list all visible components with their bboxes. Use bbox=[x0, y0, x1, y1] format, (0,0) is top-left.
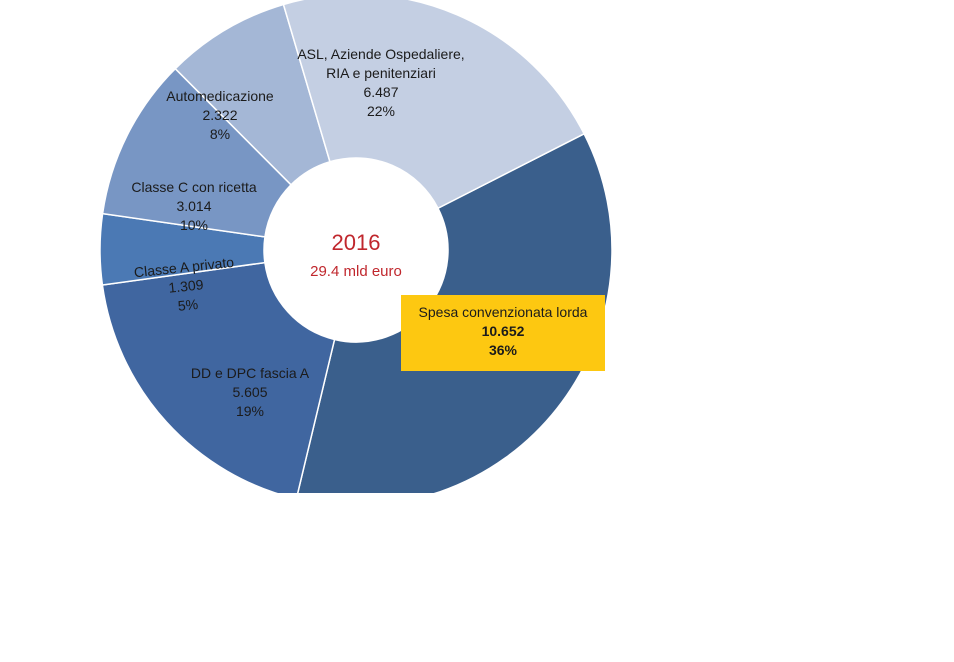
slice-percent: 10% bbox=[179, 217, 209, 233]
slice-value: 6.487 bbox=[363, 84, 399, 100]
slice-name: Spesa convenzionata lorda bbox=[418, 304, 588, 320]
slice-name: Automedicazione bbox=[166, 88, 274, 104]
slice-percent: 36% bbox=[488, 342, 518, 358]
slice-label-asl: ASL, Aziende Ospedaliere, RIA e penitenz… bbox=[271, 45, 491, 121]
slice-value: 2.322 bbox=[202, 107, 238, 123]
slice-label-spesa-convenzionata: Spesa convenzionata lorda 10.652 36% bbox=[401, 303, 605, 360]
center-title: 2016 bbox=[331, 230, 381, 255]
slice-name: DD e DPC fascia A bbox=[190, 365, 310, 381]
slice-name-line2: RIA e penitenziari bbox=[326, 65, 436, 81]
slice-percent: 22% bbox=[366, 103, 396, 119]
slice-name: ASL, Aziende Ospedaliere, bbox=[297, 46, 465, 62]
slice-value: 10.652 bbox=[481, 323, 525, 339]
slice-value: 5.605 bbox=[232, 384, 268, 400]
center-label: 2016 29.4 mld euro bbox=[256, 230, 456, 282]
slice-name: Classe C con ricetta bbox=[131, 179, 257, 195]
slice-percent: 8% bbox=[209, 126, 231, 142]
slice-value: 3.014 bbox=[176, 198, 212, 214]
donut-slice-1 bbox=[101, 261, 336, 500]
slice-label-automedicazione: Automedicazione 2.322 8% bbox=[150, 87, 290, 144]
center-subtitle: 29.4 mld euro bbox=[310, 263, 402, 280]
highlight-callout-box bbox=[401, 295, 605, 371]
plot-area-clip bbox=[0, 493, 954, 662]
donut-slice-5 bbox=[282, 0, 586, 210]
slice-label-classe-c: Classe C con ricetta 3.014 10% bbox=[106, 178, 282, 235]
slice-percent: 19% bbox=[235, 403, 265, 419]
slice-label-dd-dpc: DD e DPC fascia A 5.605 19% bbox=[150, 364, 350, 421]
donut-slice-3 bbox=[101, 67, 293, 238]
